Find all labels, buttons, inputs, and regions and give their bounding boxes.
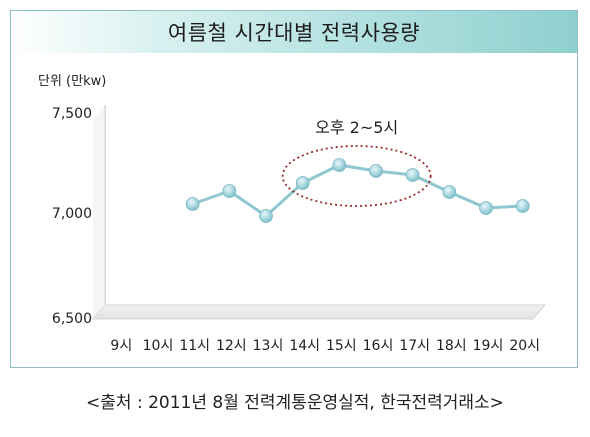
y-tick-label: 6,500: [52, 311, 92, 327]
data-point: [259, 209, 273, 223]
chart-title: 여름철 시간대별 전력사용량: [11, 11, 577, 53]
x-tick-label: 15시: [326, 338, 357, 354]
data-point: [479, 201, 493, 215]
unit-label: 단위 (만kw): [38, 74, 107, 89]
data-point: [295, 176, 310, 190]
x-tick-label: 10시: [143, 338, 174, 354]
data-point: [222, 184, 237, 198]
back-wall: [105, 105, 545, 305]
highlight-ellipse: [281, 145, 432, 207]
series-line: [185, 158, 530, 223]
data-point: [442, 185, 457, 199]
x-tick-label: 14시: [289, 338, 320, 354]
data-point: [185, 197, 200, 211]
data-point: [332, 158, 347, 172]
source-caption: <출처 : 2011년 8월 전력계통운영실적, 한국전력거래소>: [86, 393, 504, 413]
y-tick-label: 7,500: [52, 106, 92, 122]
annotation-label: 오후 2~5시: [315, 118, 398, 137]
x-tick-label: 19시: [473, 338, 504, 354]
x-tick-labels: 9시 10시 11시 12시 13시 14시 15시 16시 17시 18시 19시 20시: [110, 338, 540, 354]
side-wall: [93, 105, 105, 319]
y-tick-labels: 7,500 7,000 6,500: [52, 106, 92, 327]
chart-axes: [91, 105, 547, 320]
x-tick-label: 11시: [179, 338, 210, 354]
x-tick-label: 20시: [509, 338, 540, 354]
x-tick-label: 13시: [253, 338, 284, 354]
x-tick-label: 18시: [436, 338, 467, 354]
y-tick-label: 7,000: [52, 206, 92, 222]
annotation-group: 오후 2~5시: [281, 118, 432, 207]
chart-floor: [91, 304, 547, 320]
x-tick-label: 17시: [399, 338, 430, 354]
data-point: [515, 199, 530, 213]
x-tick-label: 9시: [110, 338, 132, 354]
series-polyline: [192, 163, 523, 218]
data-point: [405, 168, 420, 182]
x-tick-label: 16시: [363, 338, 394, 354]
data-point: [369, 164, 383, 178]
x-tick-label: 12시: [216, 338, 247, 354]
